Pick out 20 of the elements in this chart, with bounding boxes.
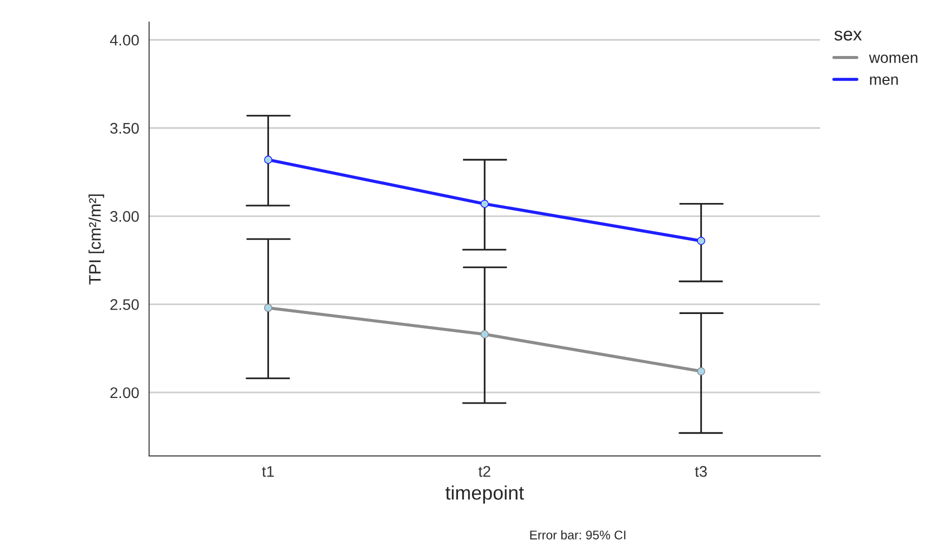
y-tick-label: 3.50: [110, 122, 139, 134]
legend-label: men: [870, 76, 898, 85]
legend-label: women: [869, 54, 918, 64]
x-tick-label: t1: [262, 466, 274, 477]
y-axis-title: TPI [cm²/m²]: [88, 194, 104, 285]
text: Error bar: 95% CI: [530, 530, 626, 540]
point: [264, 156, 272, 164]
point: [264, 304, 272, 312]
y-tick-label: 3.00: [110, 211, 139, 222]
point: [697, 367, 706, 376]
y-tick-label: 4.00: [110, 34, 139, 46]
y-tick-label: 2.50: [110, 299, 139, 310]
point: [480, 330, 489, 338]
x-tick-label: t2: [478, 466, 490, 477]
point: [697, 236, 706, 245]
x-axis-title: timepoint: [445, 485, 524, 504]
x-tick-label: t3: [694, 466, 707, 477]
y-tick-label: 2.00: [110, 387, 139, 398]
point: [480, 200, 489, 208]
legend-title: sex: [834, 30, 862, 41]
